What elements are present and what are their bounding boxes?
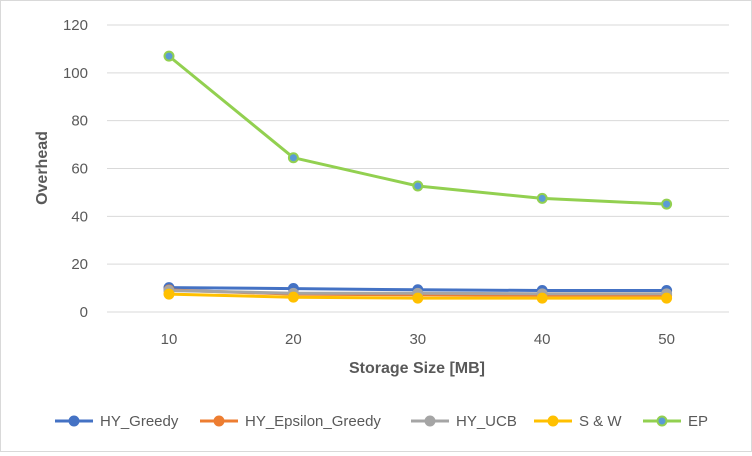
legend-label: S & W [579,413,622,430]
y-tick-label: 60 [71,161,88,178]
legend-label: HY_Epsilon_Greedy [245,413,381,430]
x-axis-title: Storage Size [MB] [349,360,485,377]
legend: HY_Greedy HY_Epsilon_Greedy HY_UCB S & W EP [55,413,708,430]
data-point-s-w [412,292,424,304]
legend-marker [68,415,80,427]
y-tick-label: 80 [71,113,88,130]
data-point-s-w [163,288,175,300]
y-tick-label: 20 [71,256,88,273]
legend-marker [656,415,668,427]
gridlines [107,24,729,313]
legend-item-hy-ucb: HY_UCB [411,413,517,430]
legend-item-hy-epsilon-greedy: HY_Epsilon_Greedy [200,413,381,430]
y-axis-tick-labels: 0 20 40 60 80 100 120 [63,17,88,321]
series-markers [163,50,673,304]
series-lines [167,54,669,300]
x-tick-label: 20 [285,331,302,348]
data-point-ep [412,180,424,192]
legend-label: HY_UCB [456,413,517,430]
x-tick-label: 30 [409,331,426,348]
data-point-s-w [661,292,673,304]
y-tick-label: 0 [80,304,88,321]
legend-item-hy-greedy: HY_Greedy [55,413,179,430]
data-point-ep [163,50,175,62]
y-axis-title: Overhead [34,131,51,205]
legend-marker [213,415,225,427]
y-tick-label: 40 [71,208,88,225]
data-point-ep [287,152,299,164]
y-tick-label: 100 [63,65,88,82]
legend-item-s-w: S & W [534,413,622,430]
data-point-ep [536,192,548,204]
legend-label: EP [688,413,708,430]
legend-marker [547,415,559,427]
x-tick-label: 40 [534,331,551,348]
data-point-s-w [536,292,548,304]
data-point-ep [661,198,673,210]
x-tick-label: 50 [658,331,675,348]
y-tick-label: 120 [63,17,88,34]
x-axis-tick-labels: 10 20 30 40 50 [161,331,675,348]
legend-label: HY_Greedy [100,413,179,430]
legend-marker [424,415,436,427]
data-point-s-w [287,291,299,303]
x-tick-label: 10 [161,331,178,348]
legend-item-ep: EP [643,413,708,430]
